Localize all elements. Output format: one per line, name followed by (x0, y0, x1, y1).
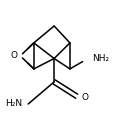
Text: O: O (80, 93, 87, 102)
Text: O: O (10, 51, 17, 60)
Text: NH₂: NH₂ (92, 54, 109, 63)
Text: H₂N: H₂N (5, 99, 22, 109)
